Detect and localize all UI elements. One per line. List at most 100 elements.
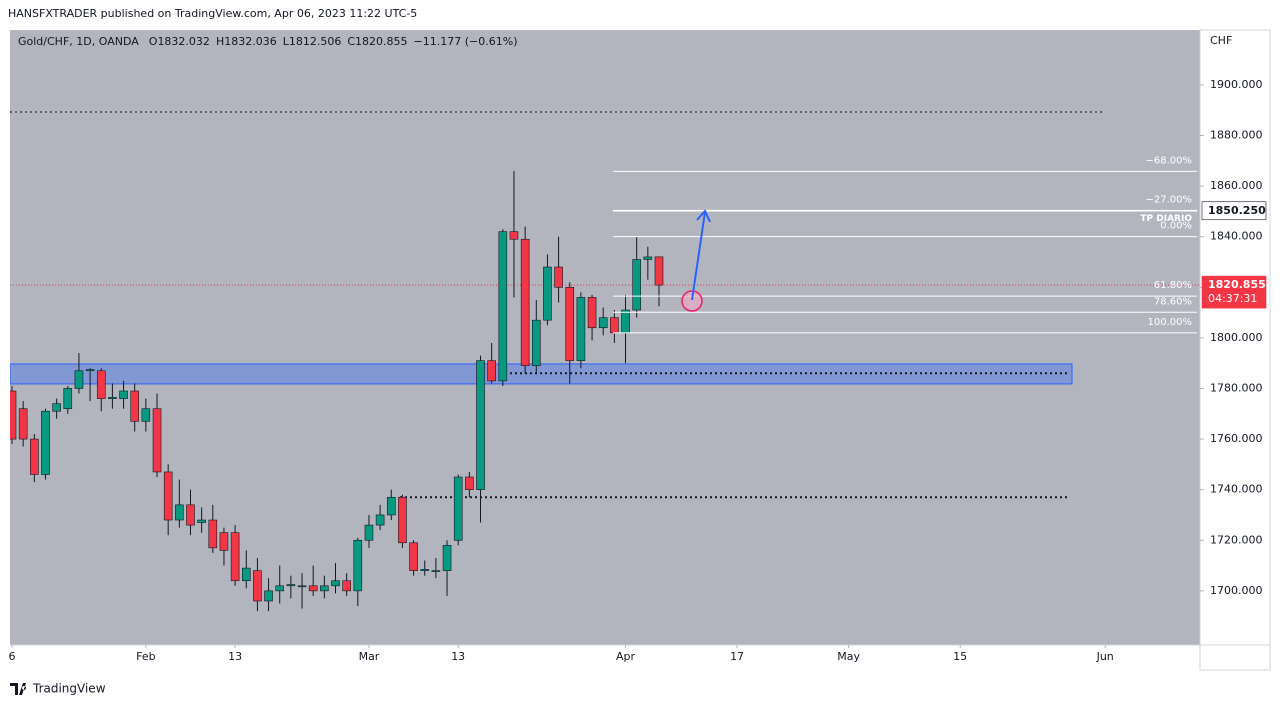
- candle-body: [453, 476, 463, 541]
- ohlc-value: 1812.506: [289, 35, 342, 48]
- candle-body: [63, 388, 73, 410]
- fib-label: 61.80%: [1154, 280, 1192, 291]
- candle-body: [30, 438, 39, 475]
- x-tick-label: Jun: [1096, 650, 1114, 663]
- y-tick-label: 1840.000: [1210, 230, 1263, 243]
- symbol: Gold/CHF, 1D, OANDA: [18, 35, 139, 48]
- candle-body: [74, 370, 84, 389]
- ohlc-value: 1820.855: [355, 35, 408, 48]
- candle-body: [163, 471, 173, 521]
- candle-body: [598, 317, 608, 329]
- x-tick-label: 17: [730, 650, 744, 663]
- candle-body: [398, 496, 407, 544]
- x-tick-label: 13: [451, 650, 465, 663]
- candle-body: [331, 580, 340, 587]
- change: −11.177 (−0.61%): [414, 35, 518, 48]
- candle-body: [465, 476, 474, 490]
- candle-body: [297, 585, 307, 588]
- publisher: HANSFXTRADER published on TradingView.co…: [8, 7, 417, 20]
- candle-body: [565, 286, 575, 361]
- candle-body: [52, 403, 61, 412]
- fib-label: −27.00%: [1145, 195, 1192, 206]
- candle-body: [442, 545, 452, 571]
- candle-body: [230, 532, 240, 582]
- candle-body: [409, 542, 418, 571]
- candle-body: [543, 266, 552, 321]
- candle-body: [498, 231, 508, 382]
- candle-body: [152, 408, 162, 473]
- candle-body: [431, 570, 441, 572]
- candle-body: [197, 519, 206, 523]
- candle-body: [253, 570, 262, 602]
- x-tick-label: Feb: [136, 650, 155, 663]
- x-tick-label: 6: [9, 650, 16, 663]
- price-tag: [1201, 201, 1267, 221]
- y-tick-label: 1800.000: [1210, 331, 1263, 344]
- fib-label: 0.00%: [1160, 221, 1192, 232]
- candle-body: [610, 317, 619, 334]
- candle-body: [108, 397, 117, 399]
- candle-body: [621, 309, 630, 334]
- candle-body: [487, 360, 496, 382]
- y-tick-label: 1880.000: [1210, 128, 1263, 141]
- ohlc-value: 1832.036: [224, 35, 277, 48]
- logo: [10, 683, 27, 695]
- candle-body: [554, 266, 563, 288]
- candle-body: [130, 390, 140, 422]
- currency: CHF: [1210, 34, 1232, 47]
- y-tick-label: 1720.000: [1210, 533, 1263, 546]
- candle-body: [386, 496, 396, 516]
- x-tick-label: 15: [953, 650, 967, 663]
- candle-body: [420, 569, 430, 571]
- candle-body: [308, 585, 318, 592]
- footer: TradingView: [32, 682, 106, 696]
- candle-body: [241, 567, 251, 582]
- candle-body: [275, 585, 285, 592]
- candle-body: [85, 369, 95, 372]
- candle-body: [219, 532, 229, 551]
- candle-body: [119, 390, 128, 399]
- candle-body: [286, 584, 296, 587]
- candle-body: [643, 256, 653, 260]
- candle-body: [576, 297, 586, 361]
- x-tick-label: Apr: [616, 650, 636, 663]
- price-tag-label: 1850.250: [1208, 204, 1266, 217]
- ohlc-label: C: [347, 35, 355, 48]
- candle-body: [364, 524, 374, 541]
- axis-frame: [1199, 29, 1271, 671]
- fib-label: −68.00%: [1145, 155, 1192, 166]
- candle-body: [520, 238, 530, 367]
- target-label: TP DIARIO: [1140, 214, 1192, 224]
- candle-body: [375, 514, 385, 526]
- ohlc-label: H: [216, 35, 224, 48]
- countdown: 04:37:31: [1208, 292, 1257, 305]
- candle-body: [509, 231, 519, 240]
- candle-body: [96, 370, 106, 399]
- candle-body: [342, 580, 351, 592]
- candle-body: [264, 590, 273, 602]
- candle-body: [531, 319, 541, 367]
- candle-body: [654, 256, 664, 286]
- x-tick-label: Mar: [359, 650, 380, 663]
- plot: −68.00% −27.00% 0.00% 61.80% 78.60% 100.00% TP…: [10, 111, 1200, 612]
- candle-body: [476, 360, 485, 490]
- ohlc-label: O: [149, 35, 158, 48]
- candle-body: [353, 539, 363, 592]
- x-tick-label: May: [837, 650, 860, 663]
- candle-body: [208, 519, 218, 549]
- ohlc-value: 1832.032: [157, 35, 210, 48]
- candle-body: [587, 297, 597, 329]
- candle-body: [186, 504, 195, 526]
- fib-label: 100.00%: [1148, 317, 1193, 328]
- ohlc-label: L: [283, 35, 290, 48]
- candle-body: [18, 408, 28, 440]
- fib-label: 78.60%: [1154, 296, 1192, 307]
- candle-body: [41, 410, 50, 475]
- plot-area: [10, 30, 1200, 645]
- candle-body: [141, 408, 151, 422]
- candle-body: [320, 585, 329, 592]
- x-tick-label: 13: [228, 650, 242, 663]
- drawing-arrow: [681, 209, 711, 312]
- y-tick-label: 1760.000: [1210, 432, 1263, 445]
